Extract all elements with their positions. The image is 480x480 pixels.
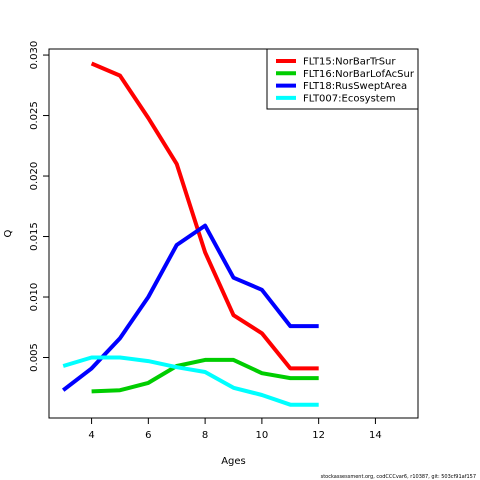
x-tick-label: 4 [88, 430, 94, 441]
y-tick-label: 0.020 [29, 162, 40, 191]
y-axis: 0.005 0.010 0.015 0.020 0.025 0.030 [29, 41, 49, 372]
y-axis-title: Q [3, 229, 14, 237]
x-tick-label: 6 [145, 430, 151, 441]
x-tick-label: 14 [369, 430, 382, 441]
x-axis-title: Ages [221, 456, 246, 467]
y-tick-label: 0.025 [29, 101, 40, 130]
series-line [62, 355, 319, 407]
x-tick-label: 12 [312, 430, 325, 441]
footnote: stockassessment.org, codCCCvar6, r10387,… [321, 474, 476, 480]
y-tick-label: 0.030 [29, 41, 40, 70]
series-line [61, 223, 319, 392]
plot-area-frame [48, 48, 419, 419]
legend-label: FLT15:NorBarTrSur [303, 57, 396, 68]
x-tick-label: 8 [202, 430, 208, 441]
series-line [90, 61, 319, 371]
legend-label: FLT16:NorBarLofAcSur [303, 69, 415, 80]
legend: FLT15:NorBarTrSurFLT16:NorBarLofAcSurFLT… [266, 48, 419, 110]
y-tick-label: 0.015 [29, 222, 40, 251]
legend-label: FLT18:RusSweptArea [303, 81, 407, 92]
series-line [91, 357, 319, 394]
y-tick-label: 0.005 [29, 343, 40, 372]
legend-label: FLT007:Ecosystem [303, 93, 396, 104]
series-layer [61, 61, 319, 407]
x-axis: 4 6 8 10 12 14 [88, 418, 382, 441]
x-tick-label: 10 [256, 430, 269, 441]
y-tick-label: 0.010 [29, 283, 40, 312]
